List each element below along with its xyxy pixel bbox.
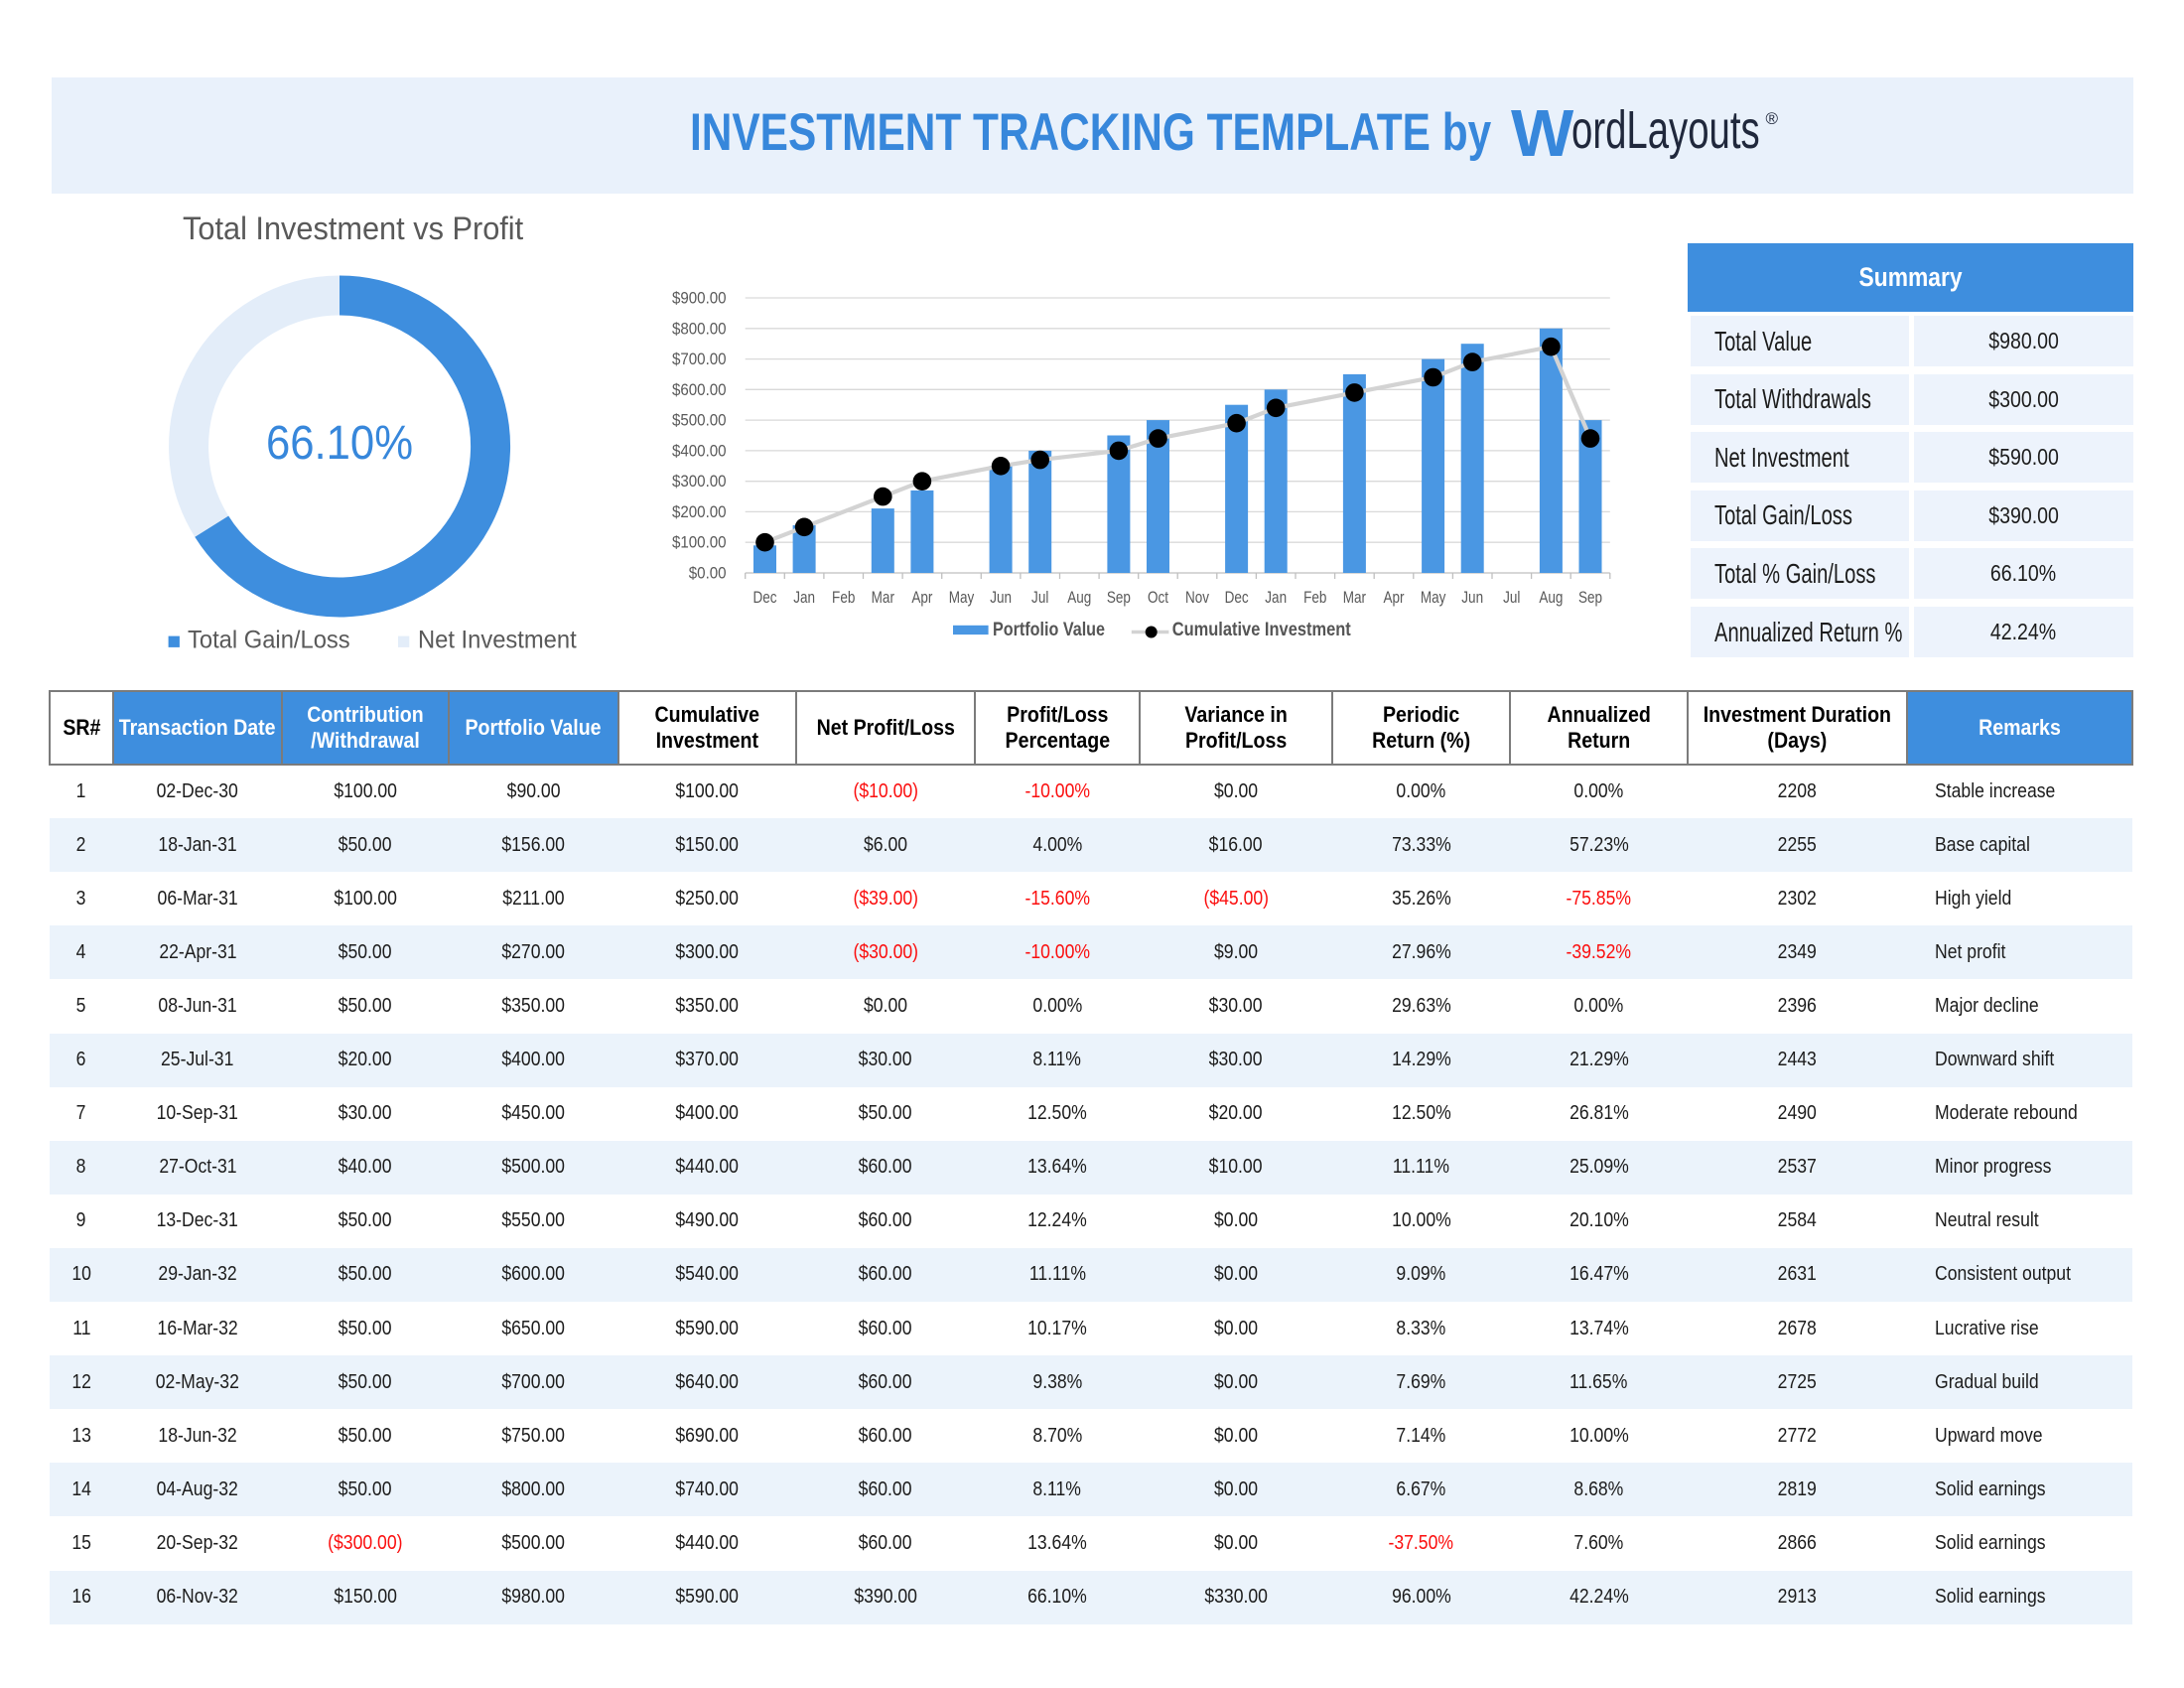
svg-text:Jun: Jun (1461, 589, 1483, 608)
svg-text:$500.00: $500.00 (672, 411, 727, 430)
svg-text:May: May (949, 589, 975, 608)
svg-text:Apr: Apr (1383, 589, 1404, 608)
svg-text:$400.00: $400.00 (672, 442, 727, 461)
svg-text:66.10%: 66.10% (266, 415, 413, 469)
svg-text:Oct: Oct (1148, 589, 1169, 608)
svg-text:$100.00: $100.00 (672, 533, 727, 552)
svg-text:Jan: Jan (793, 589, 815, 608)
svg-text:Cumulative Investment: Cumulative Investment (1172, 619, 1351, 639)
svg-text:$600.00: $600.00 (672, 380, 727, 399)
svg-text:$300.00: $300.00 (672, 472, 727, 491)
svg-text:Portfolio Value: Portfolio Value (993, 619, 1105, 640)
svg-text:$0.00: $0.00 (689, 564, 727, 583)
svg-text:Dec: Dec (752, 589, 776, 608)
svg-text:$200.00: $200.00 (672, 502, 727, 521)
svg-text:Nov: Nov (1185, 589, 1209, 608)
svg-text:Total Gain/Loss: Total Gain/Loss (188, 627, 350, 654)
svg-text:Net Investment: Net Investment (418, 627, 577, 654)
svg-text:Sep: Sep (1107, 589, 1131, 608)
svg-text:Dec: Dec (1225, 589, 1249, 608)
svg-text:Sep: Sep (1578, 589, 1602, 608)
svg-text:Aug: Aug (1539, 589, 1563, 608)
svg-text:Mar: Mar (1343, 589, 1366, 608)
svg-text:May: May (1421, 589, 1446, 608)
svg-text:Feb: Feb (832, 589, 855, 608)
svg-text:Mar: Mar (872, 589, 894, 608)
svg-text:Feb: Feb (1303, 589, 1326, 608)
svg-text:Jul: Jul (1031, 589, 1048, 608)
svg-text:$800.00: $800.00 (672, 320, 727, 339)
svg-text:Jun: Jun (990, 589, 1012, 608)
svg-text:$900.00: $900.00 (672, 289, 727, 308)
svg-text:$700.00: $700.00 (672, 350, 727, 368)
svg-text:Jul: Jul (1503, 589, 1520, 608)
svg-text:Apr: Apr (911, 589, 932, 608)
svg-text:Jan: Jan (1265, 589, 1287, 608)
svg-text:Aug: Aug (1067, 589, 1091, 608)
